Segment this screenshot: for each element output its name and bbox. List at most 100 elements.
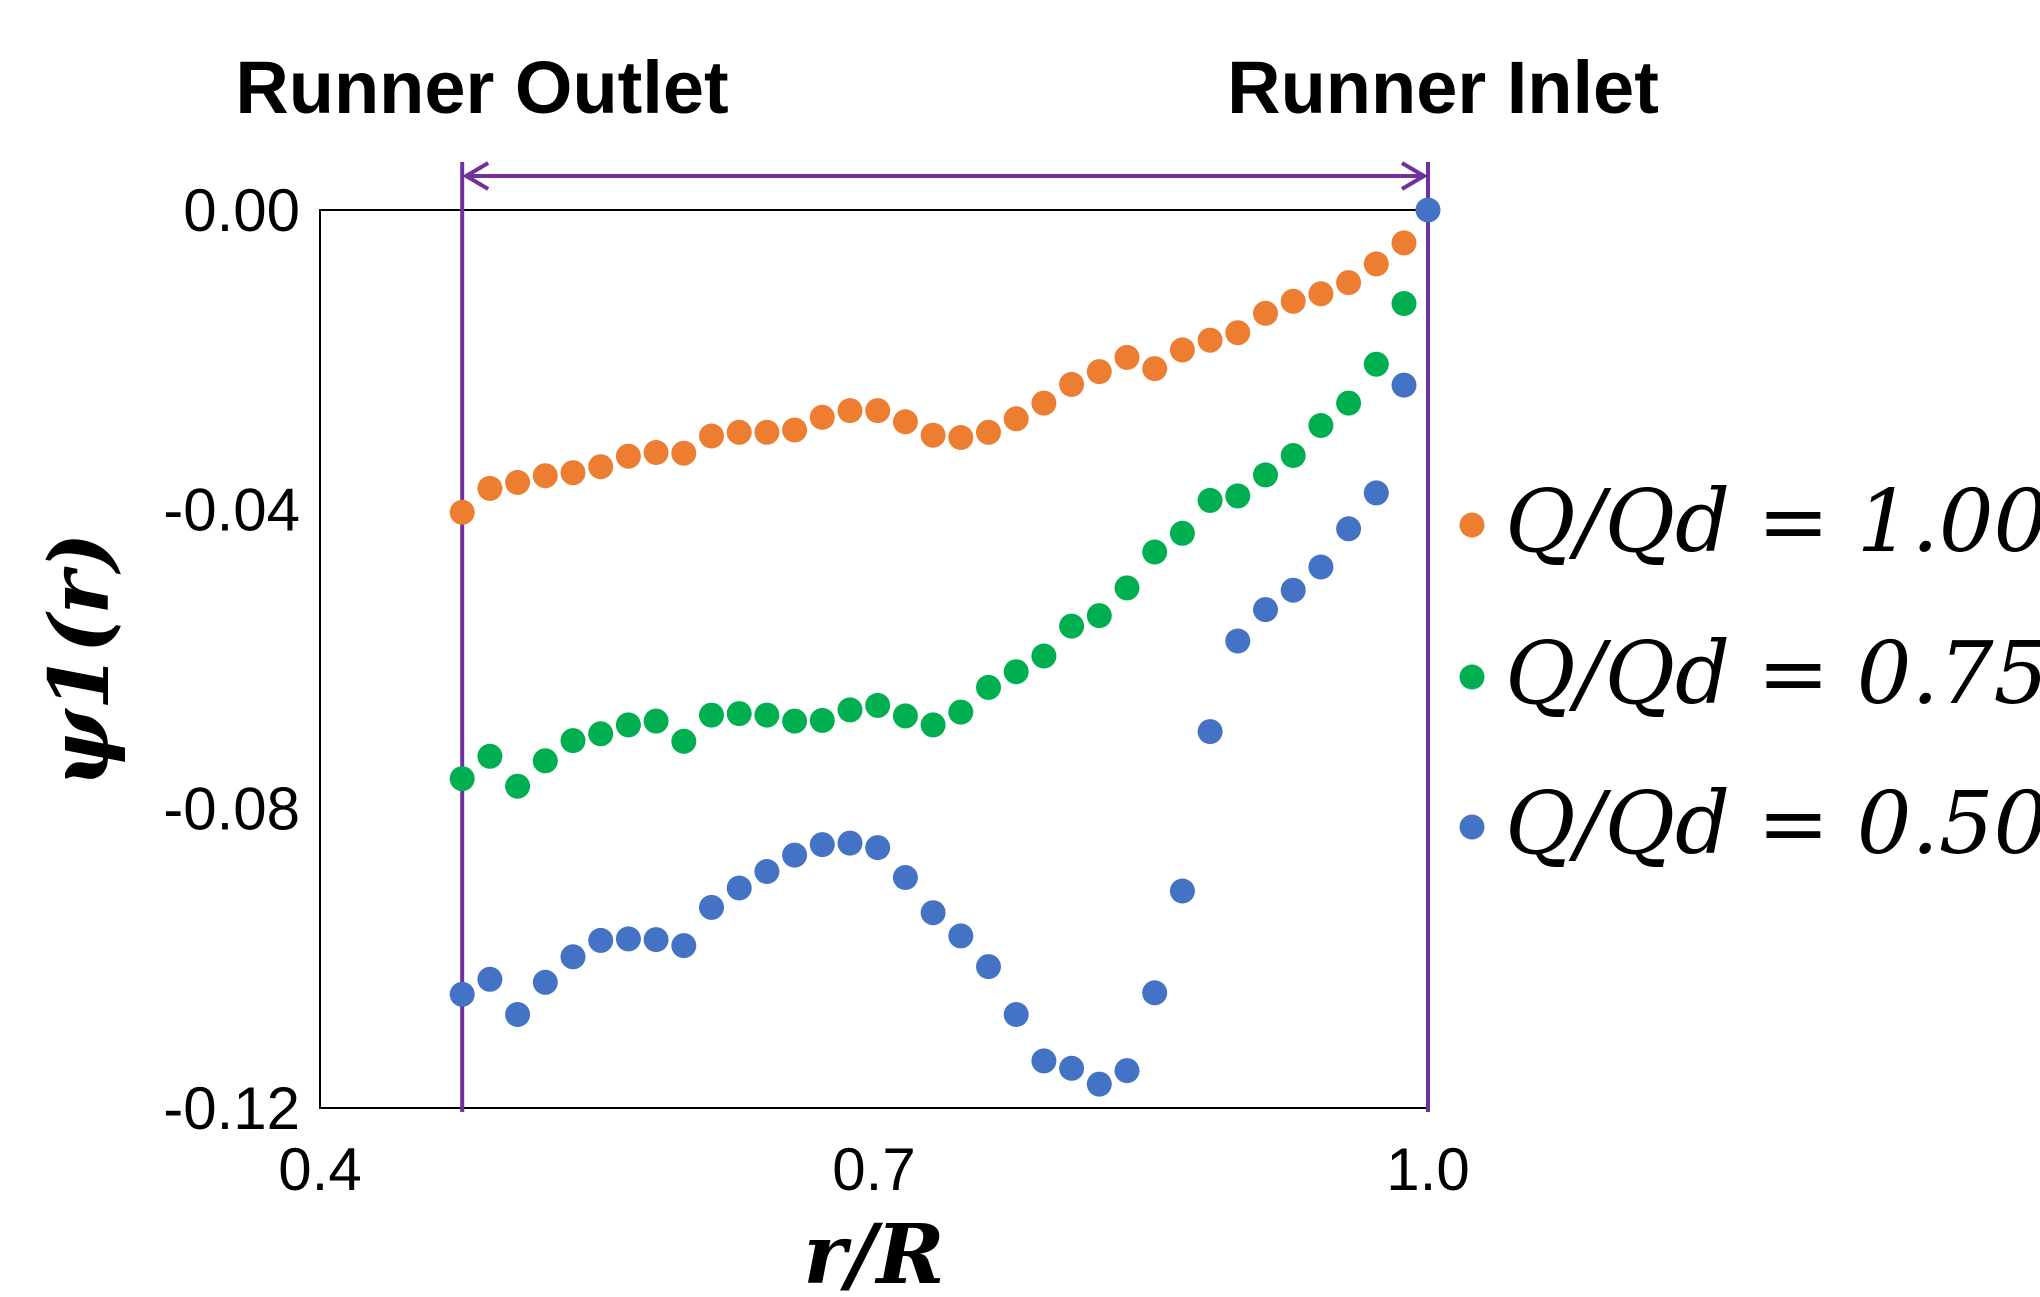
data-point [754,859,780,884]
y-tick-label: -0.04 [163,476,300,543]
data-point [449,766,475,792]
data-point [1363,251,1389,277]
data-point [948,699,974,725]
data-point [1225,483,1251,509]
data-point [588,454,614,480]
data-point [948,923,974,949]
data-point [1308,413,1334,438]
data-point [1280,443,1306,468]
runner-range-arrowhead-right [1400,161,1428,191]
data-point [1114,575,1140,601]
data-point [892,703,918,729]
data-point [920,900,946,926]
data-point [588,927,614,953]
data-point [1031,1048,1057,1074]
data-point [892,865,918,890]
data-point [865,398,891,424]
series-1-points [449,291,1417,799]
data-point [1169,520,1195,546]
data-point [1363,351,1389,377]
data-point [726,875,752,901]
data-point [948,425,974,450]
data-point [1225,628,1251,654]
data-point [726,419,752,445]
y-tick-label: -0.12 [163,1075,300,1142]
data-point [1003,406,1029,432]
data-point [1280,577,1306,603]
data-point [1253,300,1278,326]
data-point [1114,1058,1140,1084]
legend-label: Q/Qd = 0.50 [1505,774,2040,874]
legend-marker [1459,512,1485,538]
data-point [532,969,558,995]
data-point [671,728,697,754]
data-point [643,927,669,953]
data-point [754,702,780,728]
data-points [449,197,1441,1097]
data-point [837,830,863,856]
data-point [1391,372,1417,398]
legend-label: Q/Qd = 1.00 [1505,472,2040,572]
data-point [1142,539,1168,565]
data-point [782,842,808,868]
data-point [1059,1055,1085,1081]
data-point [505,469,531,495]
data-point [1197,327,1223,353]
x-tick-label: 0.4 [278,1136,361,1203]
data-point [865,835,891,861]
data-point [643,440,669,465]
x-axis-title: r/R [803,1207,944,1297]
data-point [782,417,808,443]
data-point [1086,603,1112,629]
data-point [809,404,835,430]
data-point [1253,462,1278,488]
data-point [1169,337,1195,363]
data-point [532,463,558,489]
data-point [1336,270,1362,296]
data-point [699,894,724,920]
data-point [1308,554,1334,580]
y-tick-label: -0.08 [163,776,300,843]
data-point [1059,613,1085,639]
runner-inlet-label: Runner Inlet [1227,46,1659,129]
data-point [1086,1071,1112,1097]
data-point [449,499,475,525]
data-point [865,692,891,718]
data-point [809,707,835,733]
data-point [1003,1002,1029,1027]
data-point [588,721,614,747]
data-point [920,712,946,738]
data-point [1114,344,1140,370]
data-point [477,475,503,501]
data-point [671,933,697,959]
data-point [699,702,724,728]
data-point [782,708,808,734]
data-point [1363,480,1389,506]
data-point [1031,390,1057,416]
data-point [643,708,669,734]
data-point [920,422,946,448]
legend: Q/Qd = 1.00 Q/Qd = 0.75 Q/Qd = 0.50 [1459,472,2040,874]
data-point [1225,320,1251,346]
data-point [1336,390,1362,416]
runner-range-arrowhead-left [462,161,490,191]
data-point [1169,878,1195,904]
data-point [726,701,752,727]
data-point [1336,516,1362,542]
data-point [671,440,697,466]
data-point [1059,371,1085,397]
y-axis-title: ψ1(r) [32,532,128,787]
runner-range-annotation [460,161,1430,1112]
data-point [1391,291,1417,316]
data-point [976,674,1001,700]
y-tick-label: 0.00 [183,177,300,244]
series-0-points [449,230,1417,525]
legend-marker [1459,814,1485,840]
data-point [837,398,863,424]
data-point [560,460,586,486]
data-point [505,1002,531,1027]
data-point [477,743,503,769]
data-point [976,419,1001,445]
data-point [615,926,641,952]
